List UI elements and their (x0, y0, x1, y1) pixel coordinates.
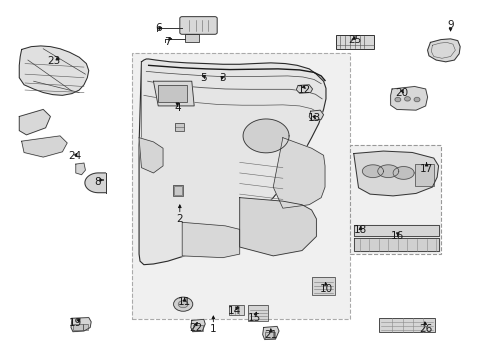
Bar (248, 305, 268, 321)
Text: 16: 16 (390, 231, 404, 242)
Bar (182, 18, 214, 32)
Polygon shape (262, 327, 279, 339)
Bar (182, 18, 214, 32)
Polygon shape (308, 110, 323, 120)
Bar (132, 53, 349, 319)
Text: 15: 15 (247, 313, 260, 323)
Text: 21: 21 (264, 330, 277, 340)
Polygon shape (362, 165, 383, 177)
Bar (335, 35, 373, 49)
Polygon shape (353, 151, 438, 196)
Bar (73, 324, 82, 330)
Text: 5: 5 (200, 73, 206, 83)
Text: 7: 7 (164, 37, 171, 48)
Polygon shape (273, 138, 325, 208)
Bar (414, 165, 433, 186)
Circle shape (404, 97, 409, 101)
Bar (248, 305, 268, 321)
Bar (175, 123, 183, 131)
Text: 17: 17 (419, 165, 432, 174)
Bar (311, 277, 334, 294)
Text: 14: 14 (228, 306, 241, 316)
Text: 4: 4 (174, 103, 181, 113)
Bar (184, 34, 199, 42)
Bar (82, 324, 88, 330)
Polygon shape (353, 238, 438, 251)
Polygon shape (427, 39, 459, 62)
Polygon shape (190, 319, 205, 332)
Polygon shape (139, 59, 325, 265)
Text: 26: 26 (418, 324, 431, 334)
Bar (378, 318, 434, 332)
Text: 9: 9 (447, 20, 453, 30)
Polygon shape (353, 225, 438, 236)
Bar (349, 145, 440, 254)
Bar (264, 332, 275, 339)
Polygon shape (392, 167, 413, 179)
Text: 8: 8 (94, 177, 101, 187)
Bar (193, 325, 203, 331)
Text: 24: 24 (68, 151, 81, 161)
Text: 2: 2 (176, 214, 183, 224)
Bar (172, 185, 183, 196)
Circle shape (413, 98, 419, 102)
Polygon shape (139, 138, 163, 173)
Circle shape (173, 297, 192, 311)
Text: 6: 6 (155, 23, 161, 33)
Text: 12: 12 (297, 85, 310, 95)
Bar (229, 305, 243, 315)
Bar (158, 85, 186, 102)
Text: 25: 25 (347, 35, 361, 45)
Bar (175, 123, 183, 131)
Bar (158, 85, 186, 102)
Polygon shape (296, 85, 312, 93)
Text: 10: 10 (319, 284, 332, 294)
FancyBboxPatch shape (180, 17, 217, 34)
Bar (264, 332, 275, 339)
Polygon shape (19, 46, 89, 95)
Polygon shape (243, 119, 288, 153)
Polygon shape (76, 163, 85, 175)
Text: 19: 19 (69, 318, 82, 328)
Bar (229, 305, 243, 315)
Text: 23: 23 (47, 56, 61, 66)
Polygon shape (390, 86, 427, 110)
Polygon shape (21, 136, 67, 157)
Polygon shape (19, 109, 50, 135)
Text: 13: 13 (307, 113, 320, 123)
Text: 18: 18 (353, 225, 366, 235)
Bar (378, 318, 434, 332)
Polygon shape (377, 165, 398, 177)
Bar (184, 34, 199, 42)
Bar (73, 324, 82, 330)
Polygon shape (182, 222, 239, 258)
Bar (193, 325, 203, 331)
Polygon shape (239, 198, 316, 256)
Text: 11: 11 (178, 297, 191, 307)
Circle shape (394, 98, 400, 102)
Text: 20: 20 (394, 87, 407, 98)
Bar (349, 145, 440, 254)
Circle shape (178, 301, 187, 308)
Bar (335, 35, 373, 49)
Text: 3: 3 (219, 73, 226, 83)
Bar (132, 53, 349, 319)
Bar (311, 277, 334, 294)
Text: 22: 22 (188, 323, 202, 333)
Bar (172, 185, 183, 196)
Bar (414, 165, 433, 186)
Bar (82, 324, 88, 330)
Polygon shape (153, 81, 194, 106)
Bar (173, 186, 182, 195)
Polygon shape (71, 318, 91, 332)
Polygon shape (85, 173, 105, 193)
Text: 1: 1 (210, 324, 216, 334)
